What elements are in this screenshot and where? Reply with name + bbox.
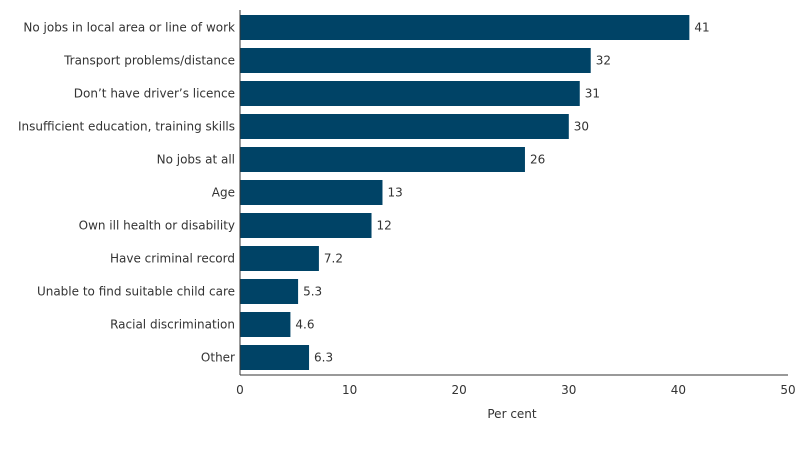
category-label: Racial discrimination (110, 318, 235, 332)
value-labels-group: 41 32 31 30 26 13 12 7.2 5.3 4.6 6.3 (295, 21, 709, 365)
bar (240, 48, 591, 73)
value-label: 31 (585, 87, 600, 101)
x-tick-label: 20 (452, 383, 467, 397)
category-label: Age (212, 186, 235, 200)
x-tick-label: 40 (671, 383, 686, 397)
x-tick-label: 50 (780, 383, 795, 397)
bar (240, 15, 690, 40)
bar (240, 81, 580, 106)
bar (240, 114, 569, 139)
bar (240, 180, 383, 205)
value-label: 5.3 (303, 285, 322, 299)
bar (240, 312, 291, 337)
category-label: No jobs at all (157, 153, 235, 167)
category-label: Transport problems/distance (63, 54, 235, 68)
value-label: 26 (530, 153, 545, 167)
value-label: 30 (574, 120, 589, 134)
x-axis-title: Per cent (487, 407, 537, 421)
category-label: Have criminal record (110, 252, 235, 266)
value-label: 6.3 (314, 351, 333, 365)
value-label: 12 (377, 219, 392, 233)
value-label: 41 (694, 21, 709, 35)
x-tick-label: 0 (236, 383, 244, 397)
value-label: 7.2 (324, 252, 343, 266)
value-label: 13 (387, 186, 402, 200)
bar (240, 345, 310, 370)
bar (240, 279, 299, 304)
value-label: 32 (596, 54, 611, 68)
category-label: Unable to find suitable child care (37, 285, 235, 299)
x-ticks-group: 0 10 20 30 40 50 (236, 383, 795, 397)
category-label: Don’t have driver’s licence (74, 87, 235, 101)
x-tick-label: 10 (342, 383, 357, 397)
bar (240, 246, 319, 271)
bar (240, 213, 372, 238)
category-label: Other (201, 351, 235, 365)
value-label: 4.6 (295, 318, 314, 332)
bars-group (240, 15, 690, 370)
category-label: No jobs in local area or line of work (23, 21, 235, 35)
bar (240, 147, 525, 172)
category-label: Own ill health or disability (79, 219, 235, 233)
category-labels-group: No jobs in local area or line of work Tra… (18, 21, 235, 365)
category-label: Insufficient education, training skills (18, 120, 235, 134)
x-tick-label: 30 (561, 383, 576, 397)
